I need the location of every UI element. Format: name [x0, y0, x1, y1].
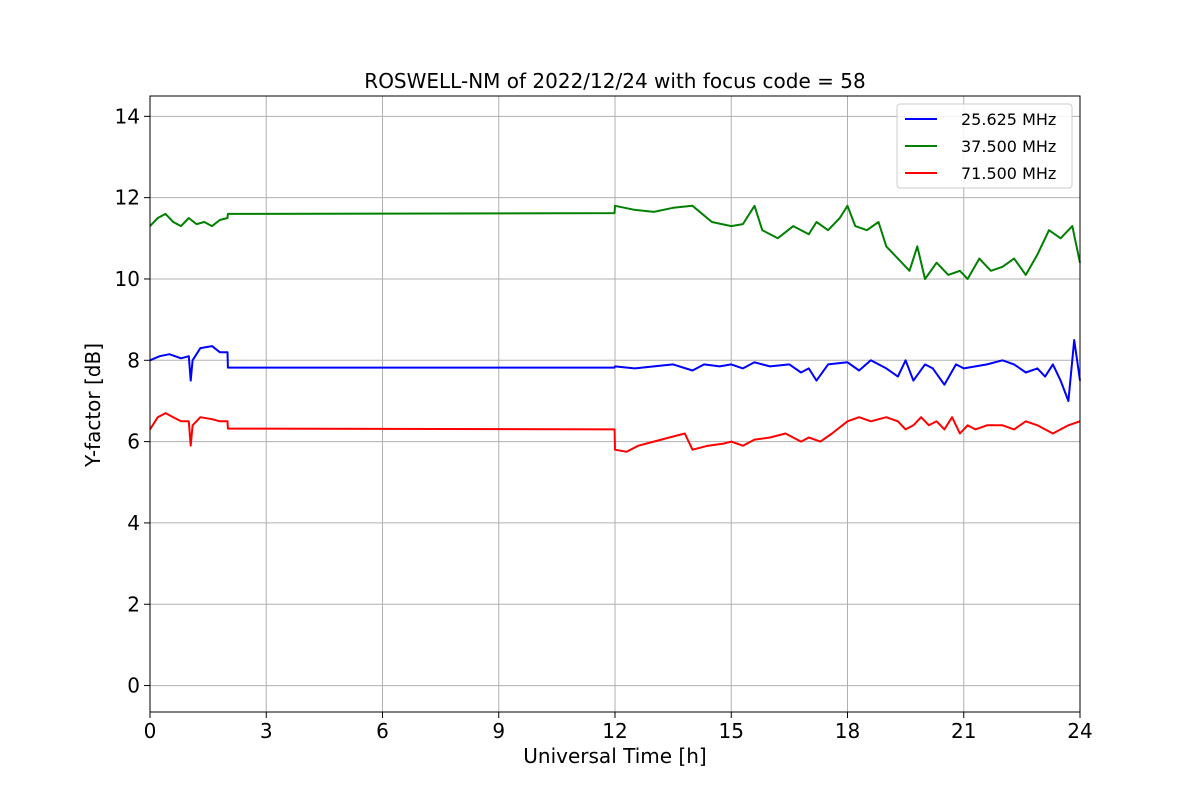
series-line-1 [149, 204, 1081, 280]
y-tick-label: 0 [127, 674, 140, 698]
x-axis-ticks: 0 3 6 9 12 15 18 21 24 [144, 712, 1093, 743]
x-tick-label: 21 [951, 719, 976, 743]
series-line-0 [149, 339, 1081, 402]
legend-label: 71.500 MHz [961, 164, 1056, 183]
x-tick-label: 3 [260, 719, 273, 743]
x-axis-label: Universal Time [h] [523, 744, 706, 768]
legend-label: 37.500 MHz [961, 137, 1056, 156]
y-tick-label: 8 [127, 348, 140, 372]
series-lines [149, 204, 1081, 453]
x-tick-label: 24 [1067, 719, 1092, 743]
x-tick-label: 15 [719, 719, 744, 743]
y-axis-ticks: 0 2 4 6 8 10 12 14 [115, 104, 150, 698]
y-tick-label: 6 [127, 430, 140, 454]
y-axis-label: Y-factor [dB] [81, 343, 105, 468]
chart-title: ROSWELL-NM of 2022/12/24 with focus code… [364, 69, 865, 93]
x-tick-label: 6 [376, 719, 389, 743]
legend: 25.625 MHz 37.500 MHz 71.500 MHz [896, 103, 1073, 189]
legend-box [896, 103, 1073, 189]
y-tick-label: 14 [115, 104, 140, 128]
legend-label: 25.625 MHz [961, 110, 1056, 129]
y-tick-label: 2 [127, 592, 140, 616]
y-tick-label: 12 [115, 186, 140, 210]
series-line-2 [149, 412, 1081, 453]
y-tick-label: 10 [115, 267, 140, 291]
y-tick-label: 4 [127, 511, 140, 535]
x-tick-label: 18 [835, 719, 860, 743]
x-tick-label: 12 [602, 719, 627, 743]
x-tick-label: 9 [492, 719, 505, 743]
x-tick-label: 0 [144, 719, 157, 743]
